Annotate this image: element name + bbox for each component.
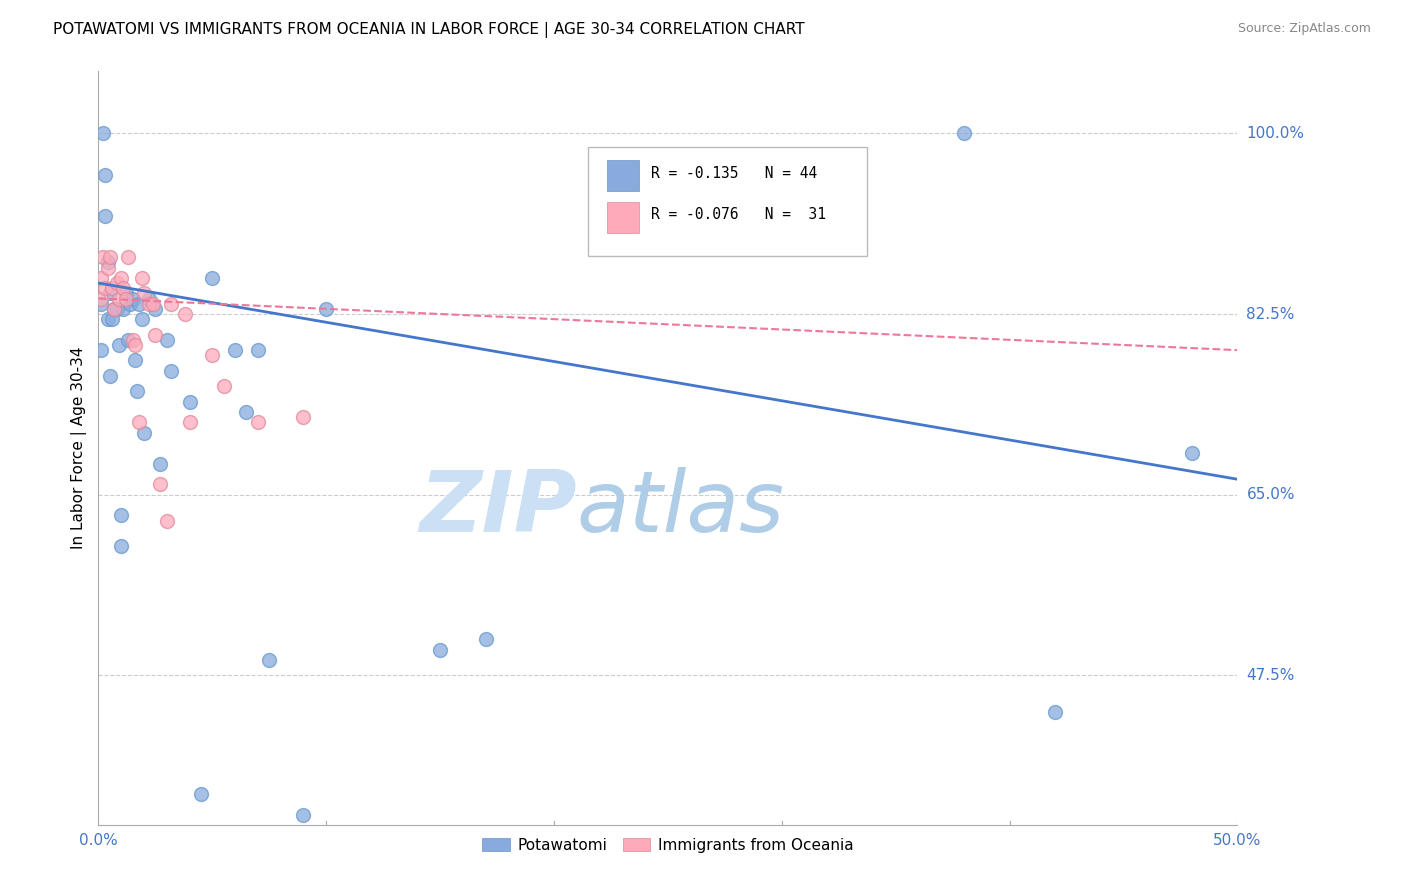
Point [179, 394, 201, 409]
Point [105, 301, 128, 316]
Point [108, 292, 131, 306]
Point [101, 312, 124, 326]
Text: ZIP: ZIP [419, 467, 576, 550]
Point [90, 292, 112, 306]
Point [121, 333, 143, 347]
Point [201, 348, 224, 362]
FancyBboxPatch shape [607, 202, 640, 233]
Point [292, 807, 315, 822]
Point [94, 281, 117, 295]
Point [128, 296, 150, 310]
Point [145, 327, 167, 342]
Point [474, 632, 496, 647]
Point [112, 301, 135, 316]
Point [90, 296, 112, 310]
Point [138, 292, 160, 306]
Point [246, 416, 269, 430]
Point [128, 416, 150, 430]
Point [953, 126, 976, 140]
Point [103, 301, 125, 316]
Text: 65.0%: 65.0% [1246, 487, 1295, 502]
Point [131, 312, 153, 326]
Point [90, 343, 112, 358]
Point [1181, 446, 1204, 460]
Point [235, 405, 257, 419]
Text: 100.0%: 100.0% [1246, 126, 1305, 141]
Point [160, 296, 183, 310]
Text: Source: ZipAtlas.com: Source: ZipAtlas.com [1237, 22, 1371, 36]
Point [110, 539, 132, 553]
Point [90, 271, 112, 285]
Point [124, 353, 146, 368]
Text: POTAWATOMI VS IMMIGRANTS FROM OCEANIA IN LABOR FORCE | AGE 30-34 CORRELATION CHA: POTAWATOMI VS IMMIGRANTS FROM OCEANIA IN… [53, 22, 806, 38]
Point [149, 457, 172, 471]
Point [105, 276, 128, 290]
Point [156, 514, 179, 528]
Point [145, 301, 167, 316]
Point [96, 312, 118, 326]
Point [94, 168, 117, 182]
Point [94, 209, 117, 223]
Point [98, 250, 121, 264]
Point [212, 379, 235, 393]
Point [149, 477, 172, 491]
Point [160, 364, 183, 378]
Point [98, 286, 121, 301]
Point [190, 787, 212, 801]
Point [179, 416, 201, 430]
Point [121, 292, 143, 306]
Point [117, 250, 139, 264]
Point [138, 296, 160, 310]
Point [292, 410, 315, 425]
Point [174, 307, 197, 321]
Point [98, 368, 121, 383]
Point [224, 343, 246, 358]
Legend: Potawatomi, Immigrants from Oceania: Potawatomi, Immigrants from Oceania [477, 831, 859, 859]
Point [110, 271, 132, 285]
FancyBboxPatch shape [588, 147, 868, 256]
Text: 0.0%: 0.0% [79, 833, 118, 848]
Point [132, 286, 155, 301]
Point [112, 281, 135, 295]
Point [91, 126, 114, 140]
Text: 50.0%: 50.0% [1213, 833, 1261, 848]
FancyBboxPatch shape [607, 161, 640, 191]
Point [114, 292, 136, 306]
Point [429, 642, 451, 657]
Point [101, 281, 124, 295]
Point [108, 338, 131, 352]
Point [131, 271, 153, 285]
Point [1043, 705, 1066, 719]
Point [96, 255, 118, 269]
Point [142, 296, 165, 310]
Point [96, 260, 118, 275]
Point [110, 508, 132, 523]
Point [124, 338, 146, 352]
Point [114, 286, 136, 301]
Point [103, 301, 125, 316]
Y-axis label: In Labor Force | Age 30-34: In Labor Force | Age 30-34 [72, 347, 87, 549]
Point [156, 333, 179, 347]
Text: atlas: atlas [576, 467, 785, 550]
Text: 82.5%: 82.5% [1246, 307, 1295, 321]
Point [127, 384, 149, 399]
Point [246, 343, 269, 358]
Point [132, 425, 155, 440]
Point [315, 301, 337, 316]
Point [120, 296, 142, 310]
Point [201, 271, 224, 285]
Text: 47.5%: 47.5% [1246, 668, 1295, 683]
Point [117, 333, 139, 347]
Text: R = -0.076   N =  31: R = -0.076 N = 31 [651, 207, 825, 222]
Point [91, 250, 114, 264]
Point [259, 653, 281, 667]
Text: R = -0.135   N = 44: R = -0.135 N = 44 [651, 166, 817, 180]
